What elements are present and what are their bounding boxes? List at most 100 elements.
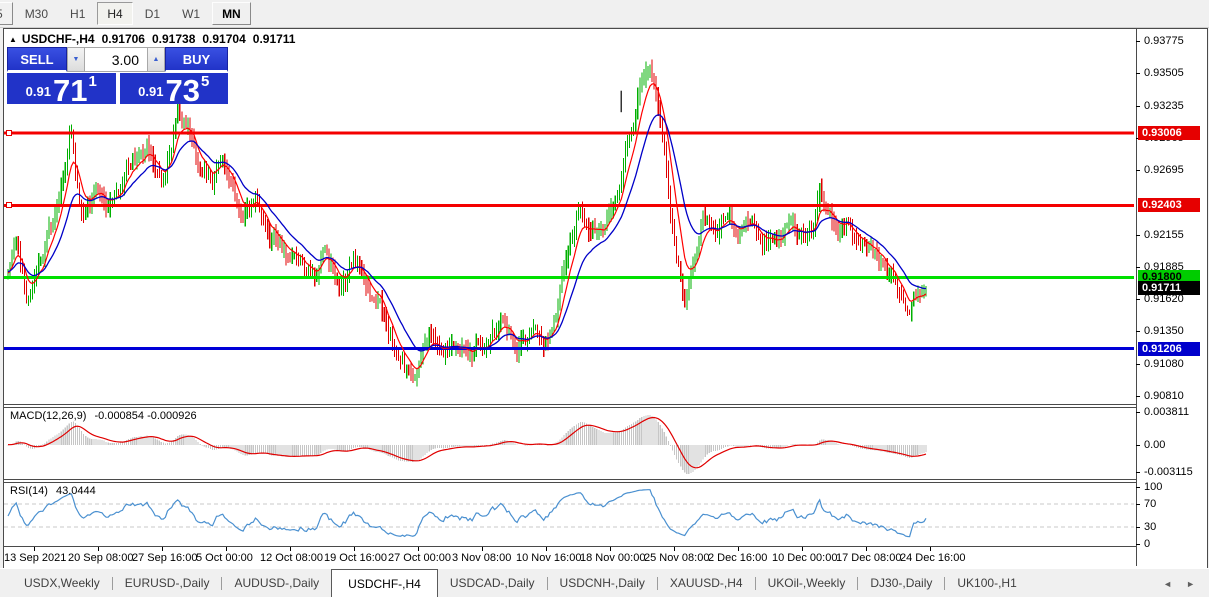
price-tick-label: 0.93775: [1144, 35, 1184, 47]
hline-price-label: 0.91206: [1138, 341, 1200, 356]
ohlc-high: 0.91738: [151, 32, 196, 46]
price-tick-mark: [1136, 73, 1140, 75]
time-tick-label: 19 Oct 16:00: [324, 552, 387, 564]
time-tick-mark: [418, 547, 419, 551]
tab-separator: [221, 576, 223, 590]
time-tick-label: 2 Dec 16:00: [708, 552, 768, 564]
chart-symbol-period: USDCHF-,H4: [21, 32, 95, 46]
rsi-name: RSI(14): [10, 485, 48, 497]
time-axis[interactable]: 13 Sep 2021 20 Sep 08:00 27 Sep 16:00 5 Oct…: [4, 547, 1136, 566]
chart-tab-uk100[interactable]: UK100-,H1: [957, 576, 1017, 590]
chart-title: ▲ USDCHF-,H4 0.91706 0.91738 0.91704 0.9…: [9, 32, 302, 46]
ohlc-low: 0.91704: [202, 32, 246, 46]
chart-tab-usdcnh[interactable]: USDCNH-,Daily: [559, 576, 645, 590]
timeframe-button-m30[interactable]: M30: [24, 6, 49, 21]
panel-splitter[interactable]: [4, 404, 1136, 405]
time-tick-label: 18 Nov 00:00: [580, 552, 646, 564]
time-tick-mark: [482, 547, 483, 551]
buy-price-prefix: 0.91: [138, 84, 164, 99]
volume-increase-button[interactable]: ▲: [147, 47, 165, 72]
buy-price-big: 73: [165, 73, 200, 108]
rsi-label: RSI(14) 43.0444: [10, 485, 101, 497]
tab-scroll-left-icon[interactable]: ◄: [1163, 578, 1173, 589]
rsi-tick-label: 0: [1144, 538, 1151, 550]
tab-scroll-arrows: ◄ ►: [1163, 569, 1195, 597]
panel-splitter[interactable]: [4, 479, 1136, 480]
time-tick-mark: [290, 547, 291, 551]
ohlc-open: 0.91706: [101, 32, 145, 46]
sell-price-prefix: 0.91: [25, 84, 51, 99]
macd-tick-mark: [1136, 445, 1140, 446]
timeframe-button-d1[interactable]: D1: [144, 6, 161, 21]
timeframe-button-h4[interactable]: H4: [97, 2, 133, 25]
rsi-tick-label: 100: [1144, 481, 1163, 493]
hline-price-label: 0.92403: [1138, 198, 1200, 213]
chart-tab-usdx[interactable]: USDX,Weekly: [24, 576, 100, 590]
timeframe-button-h1[interactable]: H1: [70, 6, 86, 21]
timeframe-button-5[interactable]: 5: [0, 2, 13, 25]
price-tick-label: 0.91350: [1144, 325, 1184, 338]
volume-input[interactable]: 3.00: [85, 47, 147, 72]
hline-price-label: 0.93006: [1138, 126, 1200, 141]
price-tick-mark: [1136, 267, 1140, 269]
macd-tick-label: -0.003115: [1144, 466, 1193, 478]
chart-tab-eurusd[interactable]: EURUSD-,Daily: [124, 576, 210, 590]
timeframe-button-mn[interactable]: MN: [212, 2, 251, 25]
price-tick-label: 0.92155: [1144, 228, 1184, 241]
tab-separator: [546, 576, 548, 590]
chart-window: 13 Sep 2021 20 Sep 08:00 27 Sep 16:00 5 Oct…: [3, 28, 1208, 569]
price-tick-label: 0.92695: [1144, 164, 1184, 177]
sell-price-pipette: 1: [88, 73, 97, 90]
sell-price-box[interactable]: 0.91 71 1: [7, 73, 116, 106]
panel-splitter[interactable]: [4, 482, 1136, 483]
time-tick-mark: [738, 547, 739, 551]
time-tick-mark: [98, 547, 99, 551]
time-tick-mark: [610, 547, 611, 551]
buy-price-box[interactable]: 0.91 73 5: [119, 73, 228, 108]
time-tick-label: 5 Oct 00:00: [196, 552, 253, 564]
price-tick-mark: [1136, 41, 1140, 42]
price-tick-mark: [1136, 105, 1140, 107]
panel-splitter[interactable]: [4, 407, 1136, 408]
time-tick-label: 12 Oct 08:00: [260, 552, 323, 564]
price-axis-border: [1136, 29, 1137, 566]
rsi-tick-mark: [1136, 504, 1140, 506]
rsi-tick-mark: [1136, 526, 1140, 528]
hline-drag-handle[interactable]: [6, 130, 12, 137]
chart-tab-audusd[interactable]: AUDUSD-,Daily: [234, 576, 320, 590]
chart-tab-xauusd[interactable]: XAUUSD-,H4: [669, 576, 743, 590]
time-tick-mark: [674, 547, 675, 551]
price-tick-mark: [1136, 331, 1140, 333]
chart-tab-ukoil[interactable]: UKOil-,Weekly: [767, 576, 846, 590]
price-chart-plot[interactable]: [4, 31, 1134, 403]
time-tick-label: 10 Dec 00:00: [772, 552, 838, 564]
price-tick-label: 0.91885: [1144, 261, 1184, 274]
chart-tab-usdchf[interactable]: USDCHF-,H4: [331, 569, 438, 597]
price-tick-mark: [1136, 395, 1140, 397]
rsi-tick-mark: [1136, 544, 1140, 545]
hline-drag-handle[interactable]: [6, 202, 12, 209]
time-tick-label: 20 Sep 08:00: [68, 552, 134, 564]
one-click-trading-panel: SELL ▼ 3.00 ▲ BUY 0.91 71 1: [7, 47, 228, 108]
macd-indicator-plot[interactable]: [4, 408, 1134, 479]
hline-price-label: 0.91800: [1138, 270, 1200, 285]
buy-button[interactable]: BUY: [165, 47, 228, 72]
rsi-indicator-plot[interactable]: [4, 483, 1134, 546]
collapse-arrow-icon[interactable]: ▲: [9, 34, 17, 44]
time-tick-label: 3 Nov 08:00: [452, 552, 512, 564]
tab-separator: [857, 576, 859, 590]
price-tick-label: 0.93505: [1144, 67, 1184, 80]
chart-tab-usdcad[interactable]: USDCAD-,Daily: [449, 576, 535, 590]
price-tick-label: 0.93235: [1144, 99, 1184, 112]
ohlc-close: 0.91711: [252, 32, 296, 46]
time-tick-label: 10 Nov 16:00: [516, 552, 582, 564]
volume-decrease-button[interactable]: ▼: [67, 47, 85, 72]
chart-tab-dj30[interactable]: DJ30-,Daily: [870, 576, 933, 590]
time-tick-mark: [34, 547, 35, 551]
tab-scroll-right-icon[interactable]: ►: [1186, 578, 1195, 589]
sell-button[interactable]: SELL: [7, 47, 67, 72]
tab-separator: [111, 576, 113, 590]
timeframe-button-w1[interactable]: W1: [182, 6, 201, 21]
tab-separator: [656, 576, 658, 590]
